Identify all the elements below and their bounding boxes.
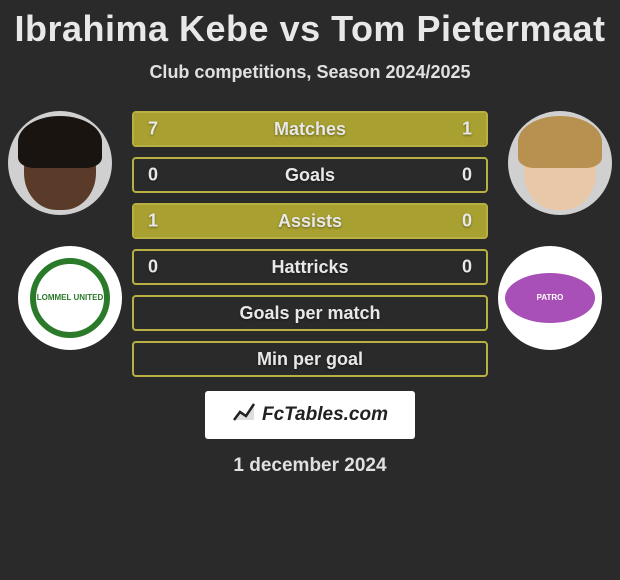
stat-row: 0 0 Goals [132,157,488,193]
stat-row: Min per goal [132,341,488,377]
brand-logo[interactable]: FcTables.com [205,391,415,439]
player2-face [508,111,612,215]
stat-row: Goals per match [132,295,488,331]
stat-label: Hattricks [271,257,348,278]
stat-label: Goals [285,165,335,186]
club-badge-icon: PATRO [505,273,595,323]
stat-value-right: 0 [462,165,472,186]
player1-club-badge: LOMMEL UNITED [18,246,122,350]
footer-date: 1 december 2024 [0,455,620,477]
stat-value-left: 1 [148,211,158,232]
stat-label: Assists [278,211,342,232]
stat-label: Min per goal [257,349,363,370]
stat-value-left: 0 [148,257,158,278]
stat-row: 7 1 Matches [132,111,488,147]
chart-icon [232,402,256,428]
comparison-card: Ibrahima Kebe vs Tom Pietermaat Club com… [0,0,620,477]
stat-label: Matches [274,119,346,140]
stats-list: 7 1 Matches 0 0 Goals 1 0 Assists 0 0 Hattricks Goal… [132,111,488,377]
stat-label: Goals per match [239,303,380,324]
player1-avatar [8,111,112,215]
page-title: Ibrahima Kebe vs Tom Pietermaat [0,8,620,50]
player2-club-badge: PATRO [498,246,602,350]
player1-name: Ibrahima Kebe [14,8,269,49]
stat-value-left: 7 [148,119,158,140]
club-badge-icon: LOMMEL UNITED [30,258,110,338]
comparison-area: LOMMEL UNITED PATRO 7 1 Matches 0 0 Goals 1 0 As… [0,111,620,377]
stat-value-right: 0 [462,257,472,278]
face-hair [518,116,601,168]
stat-row: 0 0 Hattricks [132,249,488,285]
vs-text: vs [280,8,321,49]
subtitle: Club competitions, Season 2024/2025 [0,62,620,83]
brand-text: FcTables.com [262,404,388,426]
stat-value-left: 0 [148,165,158,186]
player2-avatar [508,111,612,215]
stat-value-right: 0 [462,211,472,232]
player1-face [8,111,112,215]
face-hair [18,116,101,168]
stat-value-right: 1 [462,119,472,140]
stat-row: 1 0 Assists [132,203,488,239]
player2-name: Tom Pietermaat [331,8,605,49]
